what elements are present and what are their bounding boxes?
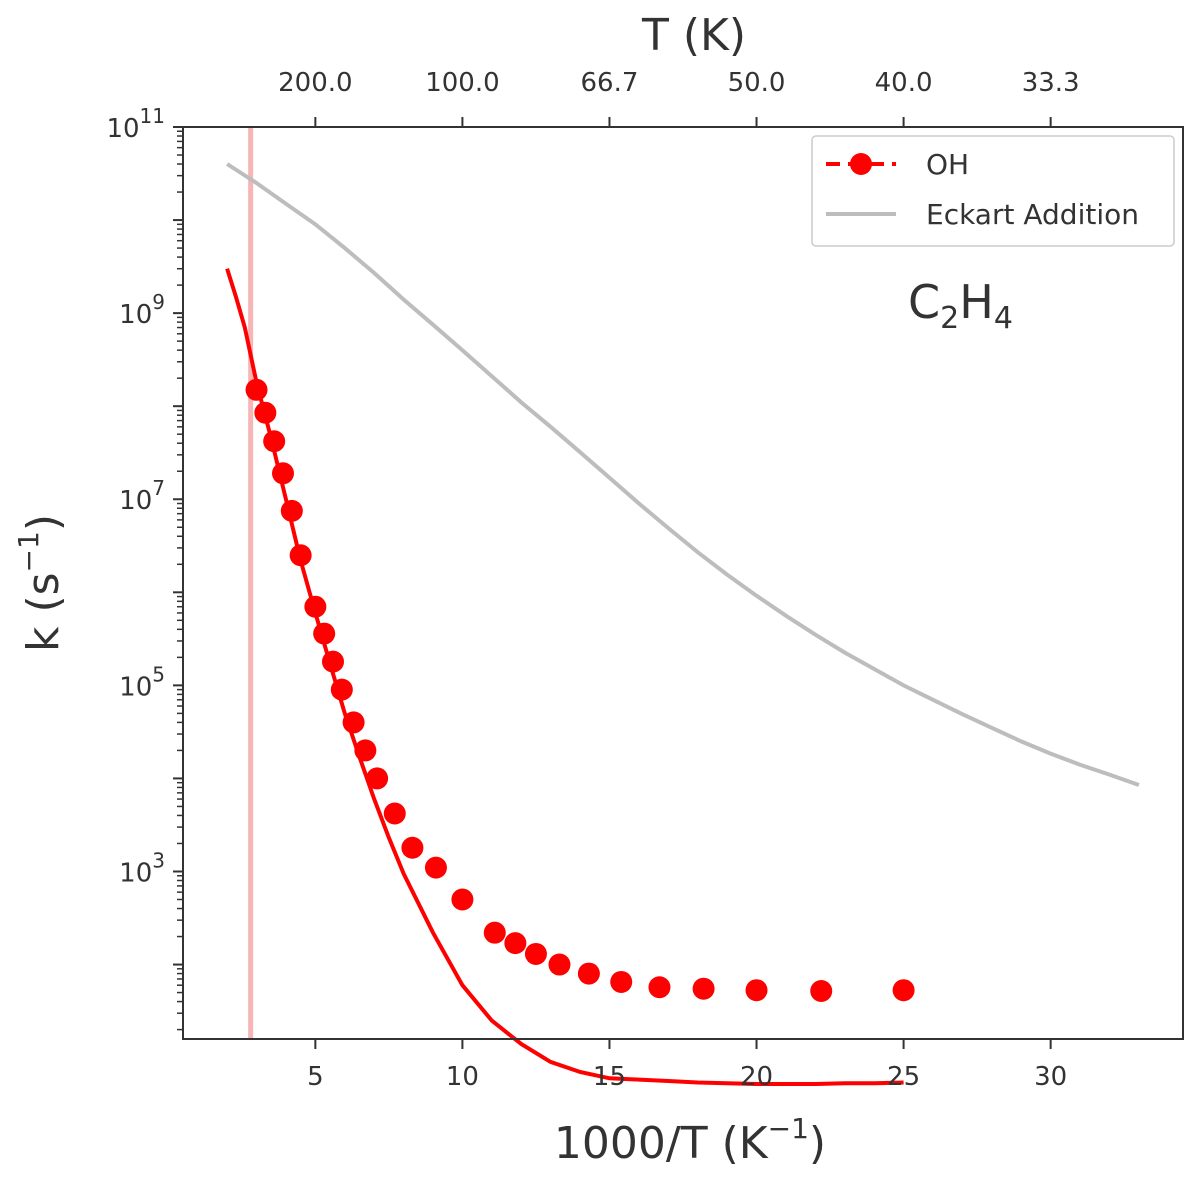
y-tick-label: 1011	[106, 104, 165, 144]
oh-marker	[280, 499, 303, 522]
y-tick-label: 105	[119, 662, 165, 702]
oh-marker	[483, 921, 506, 944]
x-tick-label: 20	[740, 1062, 773, 1092]
legend-box	[811, 135, 1175, 247]
y-axis-title: k (s−1)	[12, 514, 69, 652]
oh-marker	[745, 979, 768, 1002]
oh-marker	[524, 942, 547, 965]
top-tick-label: 40.0	[875, 68, 933, 98]
top-tick-label: 100.0	[425, 68, 499, 98]
oh-marker	[330, 678, 353, 701]
top-tick-label: 50.0	[728, 68, 786, 98]
oh-marker	[366, 767, 389, 790]
oh-marker	[263, 430, 286, 453]
oh-marker	[313, 622, 336, 645]
oh-marker	[383, 802, 406, 825]
oh-marker	[322, 650, 344, 673]
x-tick-label: 15	[593, 1062, 626, 1092]
legend-oh-marker	[850, 153, 872, 175]
eckart-addition-line	[226, 162, 1140, 787]
legend: OH Eckart Addition	[811, 135, 1175, 247]
molecule-annotation: C2H4	[908, 275, 1013, 336]
y-ticks: 103 105 107 109 1011	[106, 104, 183, 1031]
top-tick-label: 33.3	[1022, 68, 1080, 98]
x-tick-label: 10	[446, 1062, 479, 1092]
oh-markers	[245, 378, 915, 1002]
x-axis-title: 1000/T (K−1)	[554, 1112, 826, 1169]
oh-marker	[692, 977, 715, 1000]
oh-marker	[354, 739, 377, 762]
top-tick-label: 200.0	[278, 68, 352, 98]
legend-oh-label: OH	[926, 148, 969, 181]
oh-marker	[892, 979, 915, 1002]
legend-eckart-label: Eckart Addition	[926, 198, 1139, 231]
oh-marker	[289, 544, 312, 567]
oh-marker	[304, 595, 327, 618]
x-tick-label: 5	[307, 1062, 324, 1092]
oh-marker	[401, 836, 424, 859]
oh-marker	[577, 962, 600, 985]
top-tick-label: 66.7	[581, 68, 639, 98]
oh-marker	[548, 953, 571, 976]
y-tick-label: 109	[119, 290, 165, 330]
top-ticks: 200.0 100.0 66.7 50.0 40.0 33.3	[278, 68, 1080, 127]
plot-area-group	[225, 127, 1140, 1086]
oh-marker	[272, 462, 294, 485]
x-ticks: 5 10 15 20 25 30	[307, 1039, 1067, 1092]
oh-line	[225, 268, 904, 1086]
y-tick-label: 107	[119, 476, 165, 516]
oh-marker	[610, 970, 633, 993]
oh-marker	[451, 888, 474, 911]
oh-marker	[342, 711, 365, 734]
plot-frame	[182, 126, 1184, 1040]
top-axis-title: T (K)	[641, 10, 746, 61]
oh-marker	[810, 979, 833, 1002]
oh-marker	[648, 976, 671, 999]
oh-marker	[254, 401, 277, 424]
y-tick-label: 103	[119, 848, 165, 888]
oh-marker	[504, 932, 527, 955]
oh-marker	[424, 856, 447, 879]
x-tick-label: 25	[887, 1062, 920, 1092]
x-tick-label: 30	[1034, 1062, 1067, 1092]
oh-marker	[245, 378, 268, 401]
